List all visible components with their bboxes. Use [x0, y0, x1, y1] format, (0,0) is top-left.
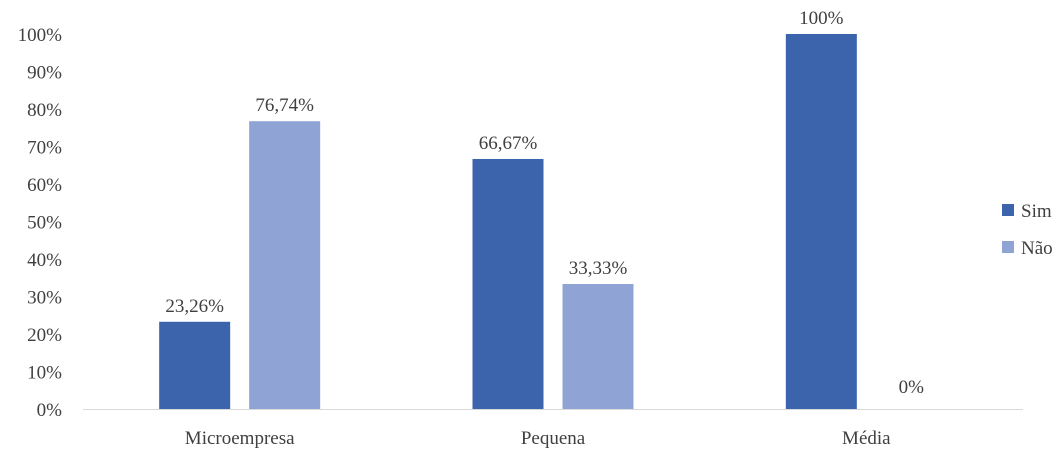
x-category-label: Microempresa	[185, 428, 295, 449]
bars	[159, 34, 857, 409]
y-tick-label: 20%	[27, 325, 62, 346]
x-axis: Microempresa Pequena Média	[185, 428, 891, 449]
y-tick-label: 40%	[27, 250, 62, 271]
y-tick-label: 30%	[27, 288, 62, 309]
y-tick-label: 90%	[27, 63, 62, 84]
bar-sim-2	[785, 34, 857, 409]
data-labels: 23,26% 76,74% 66,67% 33,33% 100% 0%	[165, 8, 924, 398]
y-tick-label: 50%	[27, 213, 62, 234]
bar-sim-0	[159, 321, 231, 409]
legend-swatch	[1002, 204, 1014, 216]
y-tick-label: 70%	[27, 138, 62, 159]
bar-no-0	[249, 121, 321, 409]
x-category-label: Média	[842, 428, 891, 449]
bar-sim-1	[472, 158, 544, 409]
y-axis: 0% 10% 20% 30% 40% 50% 60% 70% 80% 90% 100%	[18, 25, 63, 421]
y-tick-label: 100%	[18, 25, 63, 46]
data-label: 33,33%	[569, 258, 628, 279]
legend-label: Não	[1021, 238, 1053, 259]
y-tick-label: 0%	[37, 400, 63, 421]
data-label: 23,26%	[165, 296, 224, 317]
legend: Sim Não	[1002, 201, 1053, 259]
data-label: 0%	[899, 377, 925, 398]
legend-swatch	[1002, 241, 1014, 253]
legend-label: Sim	[1021, 201, 1052, 222]
data-label: 100%	[799, 8, 844, 29]
y-tick-label: 10%	[27, 363, 62, 384]
bar-no-1	[562, 284, 634, 409]
data-label: 76,74%	[255, 95, 314, 116]
x-category-label: Pequena	[521, 428, 586, 449]
y-tick-label: 60%	[27, 175, 62, 196]
data-label: 66,67%	[479, 133, 538, 154]
y-tick-label: 80%	[27, 100, 62, 121]
